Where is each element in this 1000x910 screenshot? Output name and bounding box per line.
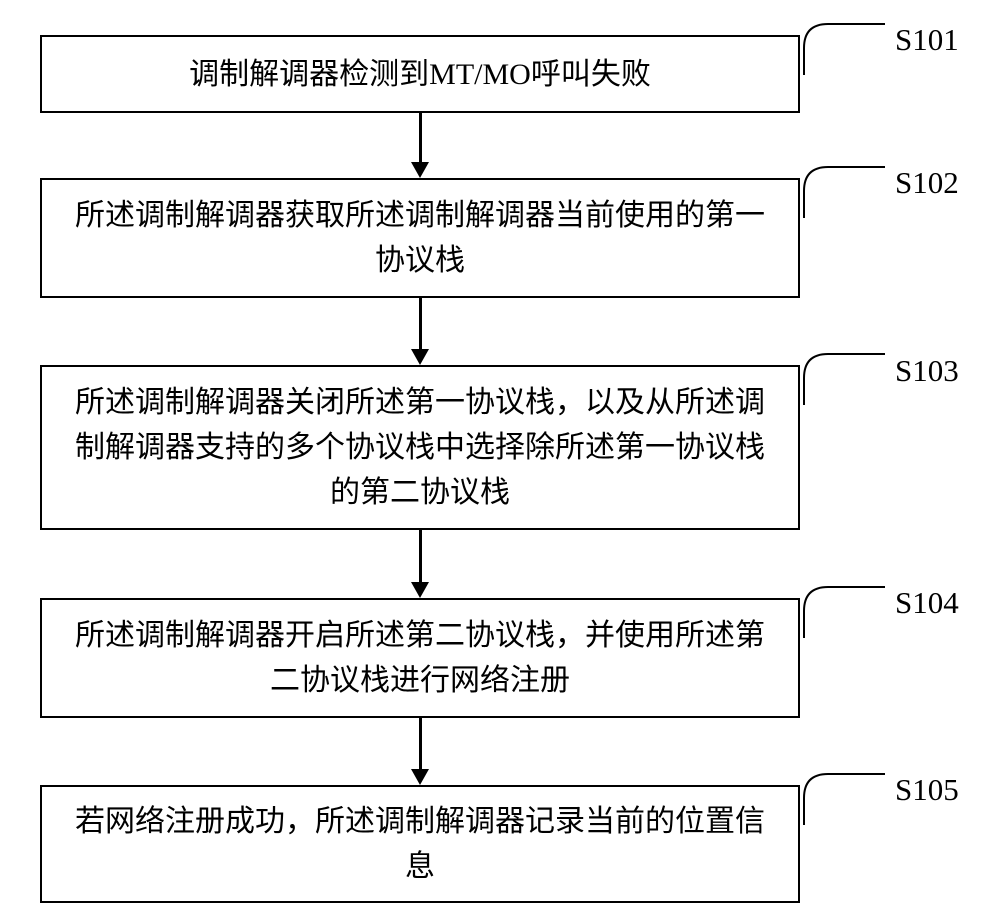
label-bracket	[800, 20, 885, 75]
step-text: 所述调制解调器开启所述第二协议栈，并使用所述第二协议栈进行网络注册	[62, 613, 778, 703]
step-label-s101: S101	[895, 22, 959, 58]
arrow-line	[419, 718, 422, 769]
arrow-line	[419, 298, 422, 349]
label-bracket	[800, 770, 885, 825]
step-label-s103: S103	[895, 353, 959, 389]
step-text: 所述调制解调器关闭所述第一协议栈，以及从所述调制解调器支持的多个协议栈中选择除所…	[62, 380, 778, 515]
arrow-head-icon	[411, 349, 429, 365]
arrow-line	[419, 113, 422, 162]
arrow-head-icon	[411, 582, 429, 598]
step-text: 若网络注册成功，所述调制解调器记录当前的位置信息	[62, 799, 778, 889]
step-label-s105: S105	[895, 772, 959, 808]
step-box-s102: 所述调制解调器获取所述调制解调器当前使用的第一协议栈	[40, 178, 800, 298]
label-bracket	[800, 583, 885, 638]
arrow-head-icon	[411, 769, 429, 785]
arrow-line	[419, 530, 422, 582]
arrow-head-icon	[411, 162, 429, 178]
step-label-s102: S102	[895, 165, 959, 201]
step-box-s103: 所述调制解调器关闭所述第一协议栈，以及从所述调制解调器支持的多个协议栈中选择除所…	[40, 365, 800, 530]
step-box-s101: 调制解调器检测到MT/MO呼叫失败	[40, 35, 800, 113]
label-bracket	[800, 350, 885, 405]
step-box-s105: 若网络注册成功，所述调制解调器记录当前的位置信息	[40, 785, 800, 903]
label-bracket	[800, 163, 885, 218]
step-label-s104: S104	[895, 585, 959, 621]
step-box-s104: 所述调制解调器开启所述第二协议栈，并使用所述第二协议栈进行网络注册	[40, 598, 800, 718]
step-text: 所述调制解调器获取所述调制解调器当前使用的第一协议栈	[62, 193, 778, 283]
step-text: 调制解调器检测到MT/MO呼叫失败	[189, 52, 651, 97]
flowchart-canvas: 调制解调器检测到MT/MO呼叫失败 S101 所述调制解调器获取所述调制解调器当前使…	[0, 0, 1000, 910]
